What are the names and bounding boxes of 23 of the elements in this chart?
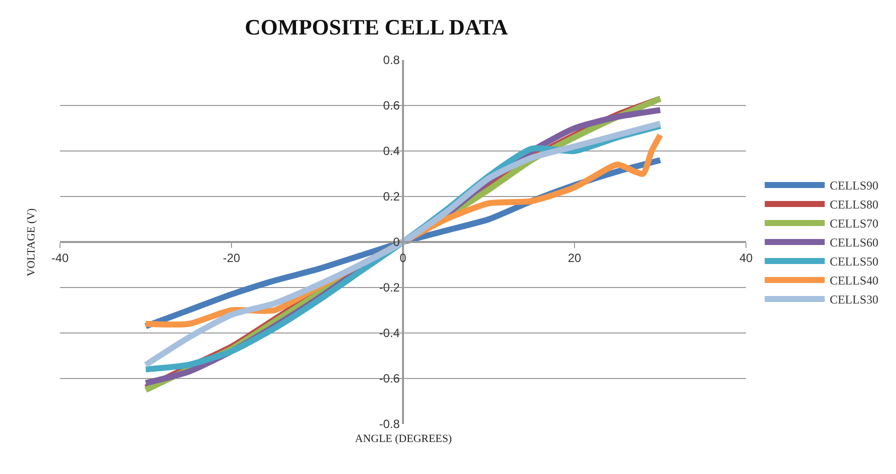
legend-label: CELLS80 [830,198,878,212]
y-tick-label: 0.6 [383,98,400,113]
legend-label: CELLS40 [830,274,878,288]
y-tick-label: -0.6 [379,372,400,386]
x-tick-label: -40 [51,251,69,266]
y-tick-label: 0 [393,235,400,250]
y-tick-label: 0.8 [383,53,400,68]
y-tick-label: 0.4 [383,144,400,158]
legend-label: CELLS60 [830,236,878,250]
y-tick-label: -0.8 [379,417,400,432]
y-tick-label: 0.2 [383,190,400,204]
legend-label: CELLS90 [830,178,878,193]
chart-title: COMPOSITE CELL DATA [244,14,508,40]
x-tick-label: 40 [739,251,753,266]
y-axis-title: VOLTAGE (V) [25,208,38,276]
legend-label: CELLS30 [830,292,878,307]
x-tick-label: 20 [568,251,582,266]
y-tick-label: -0.2 [379,280,400,295]
x-axis-title: ANGLE (DEGREES) [355,433,452,445]
legend-label: CELLS50 [830,254,878,269]
x-tick-label: -20 [222,251,240,266]
y-tick-label: -0.4 [379,326,400,340]
legend-label: CELLS70 [830,216,878,231]
